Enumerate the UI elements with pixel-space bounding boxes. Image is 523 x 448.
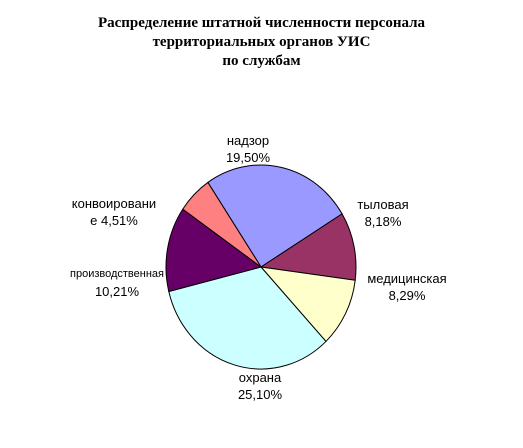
chart-title-line-3: по службам: [222, 53, 301, 69]
slice-ohrana: [168, 266, 327, 370]
pie-slices: [165, 164, 357, 370]
slice-nadzor: [207, 164, 343, 268]
slice-tylovaya: [259, 213, 357, 281]
slice-medicinskaya: [259, 266, 356, 343]
slice-konvoirovanie: [182, 181, 262, 268]
slice-proizvodstvennaya: [165, 208, 263, 293]
label-proizvodstvennaya-value: 10,21%: [94, 284, 140, 299]
label-medicinskaya-value: 8,29%: [388, 288, 426, 303]
label-proizvodstvennaya-name: производственная: [70, 268, 164, 280]
label-konvoirovanie: конвоировани е 4,51%: [64, 195, 164, 229]
label-tylovaya-value: 8,18%: [364, 214, 402, 229]
label-konvoirovanie-line1: конвоировани: [71, 196, 157, 211]
label-tylovaya: тыловая 8,18%: [338, 196, 428, 230]
label-konvoirovanie-line2: е 4,51%: [90, 213, 138, 228]
label-ohrana-name: охрана: [238, 370, 282, 385]
label-medicinskaya: медицинская 8,29%: [352, 270, 462, 304]
label-nadzor-name: надзор: [226, 133, 270, 148]
label-medicinskaya-name: медицинская: [367, 271, 447, 286]
label-nadzor-value: 19,50%: [225, 150, 271, 165]
label-proizvodstvennaya: производственная 10,21%: [52, 266, 182, 300]
chart-title-line-1: Распределение штатной численности персон…: [97, 15, 426, 31]
label-tylovaya-name: тыловая: [357, 197, 409, 212]
chart-title-line-2: территориальных органов УИС: [152, 34, 371, 50]
label-nadzor: надзор 19,50%: [198, 132, 298, 166]
label-ohrana-value: 25,10%: [237, 387, 283, 402]
label-ohrana: охрана 25,10%: [210, 369, 310, 403]
chart-title: Распределение штатной численности персон…: [0, 14, 523, 71]
